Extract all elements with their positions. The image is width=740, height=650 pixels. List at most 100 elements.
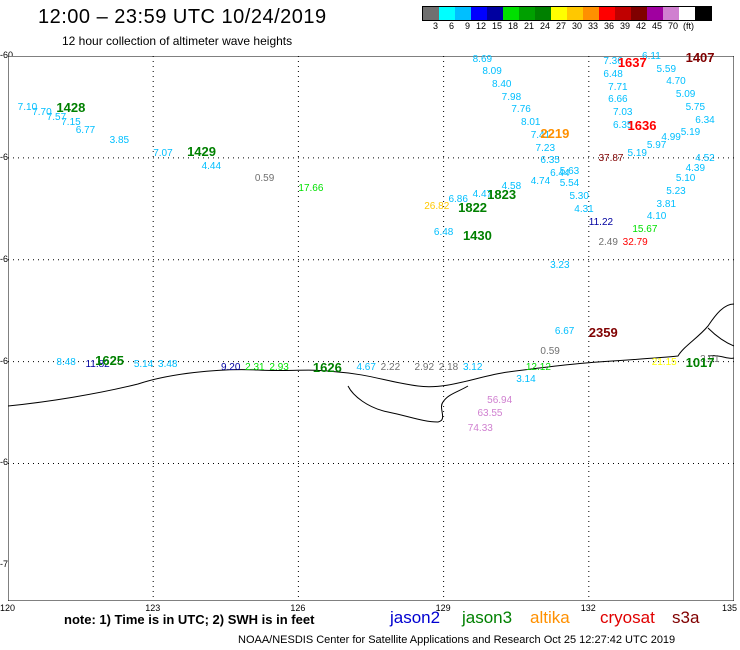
swh-value: 5.75 bbox=[685, 101, 706, 113]
pass-time-label: 1017 bbox=[685, 355, 715, 371]
swh-value: 5.10 bbox=[675, 173, 696, 185]
swh-value: 4.70 bbox=[666, 76, 686, 88]
scale-label: 15 bbox=[491, 21, 502, 31]
color-scale-labels: 3 6 9 12 15 18 21 24 27 30 33 36 39 42 45 70 (ft) bbox=[422, 21, 694, 31]
scale-label: (ft) bbox=[683, 21, 694, 31]
wave-height-map bbox=[8, 56, 734, 601]
scale-swatch bbox=[551, 7, 567, 20]
scale-label: 36 bbox=[603, 21, 614, 31]
latitude-label: -60 bbox=[0, 50, 14, 60]
scale-label: 70 bbox=[667, 21, 678, 31]
pass-time-label: 1430 bbox=[462, 227, 492, 243]
graticule bbox=[8, 56, 734, 601]
swh-value: 8.01 bbox=[521, 117, 541, 129]
longitude-label: 120 bbox=[0, 603, 16, 613]
swh-value: 0.59 bbox=[540, 346, 560, 358]
scale-swatch bbox=[487, 7, 503, 20]
longitude-label: 123 bbox=[145, 603, 161, 613]
swh-value: 3.48 bbox=[158, 359, 178, 371]
map-note: note: 1) Time is in UTC; 2) SWH is in fe… bbox=[64, 612, 315, 627]
scale-swatch bbox=[583, 7, 599, 20]
swh-value: 56.94 bbox=[487, 394, 513, 406]
swh-value: 63.55 bbox=[477, 407, 503, 419]
scale-swatch bbox=[599, 7, 615, 20]
swh-value: 32.79 bbox=[622, 236, 648, 248]
scale-label: 3 bbox=[432, 21, 438, 31]
swh-value: 7.15 bbox=[61, 117, 81, 129]
swh-value: 4.39 bbox=[685, 163, 706, 175]
swh-value: 11.22 bbox=[588, 216, 614, 228]
map-frame bbox=[8, 56, 734, 601]
swh-value: 7.76 bbox=[511, 104, 531, 116]
swh-value: 4.44 bbox=[201, 160, 222, 172]
pass-time-label: 1636 bbox=[627, 118, 657, 134]
swh-value: 37.87 bbox=[598, 152, 624, 164]
legend-item-jason2: jason2 bbox=[390, 608, 441, 627]
swh-value: 6.77 bbox=[75, 124, 96, 136]
swh-value: 8.48 bbox=[56, 356, 76, 368]
swh-value: 3.85 bbox=[109, 135, 130, 147]
swh-value: 2.49 bbox=[598, 236, 618, 248]
scale-label: 33 bbox=[587, 21, 598, 31]
scale-swatch bbox=[471, 7, 487, 20]
swh-value: 8.40 bbox=[492, 79, 512, 90]
latitude-label: -62 bbox=[0, 151, 14, 162]
map-subtitle: 12 hour collection of altimeter wave hei… bbox=[62, 34, 293, 48]
swh-value: 7.57 bbox=[46, 112, 67, 124]
swh-value: 6.35 bbox=[540, 155, 560, 167]
latitude-label: -66 bbox=[0, 355, 14, 366]
swh-value: 4.58 bbox=[501, 180, 522, 192]
swh-value: 17.66 bbox=[298, 183, 324, 195]
swh-value: 4.67 bbox=[356, 361, 376, 373]
pass-time-label: 1429 bbox=[187, 143, 216, 159]
swh-value: 5.63 bbox=[559, 165, 580, 177]
map-title: 12:00 – 23:59 UTC 10/24/2019 bbox=[38, 6, 327, 28]
swh-value: 12.12 bbox=[525, 361, 551, 373]
legend-item-jason3: jason3 bbox=[462, 608, 513, 627]
swh-value: 7.36 bbox=[603, 56, 623, 68]
scale-swatch bbox=[519, 7, 535, 20]
swh-value: 9.20 bbox=[220, 361, 241, 373]
pass-time-label: 2219 bbox=[540, 125, 570, 141]
swh-value: 3.81 bbox=[656, 198, 677, 210]
swh-value: 7.41 bbox=[530, 129, 551, 141]
pass-time-label: 1407 bbox=[685, 49, 715, 65]
latitude-label: -68 bbox=[0, 457, 14, 468]
swh-value: 6.67 bbox=[554, 326, 575, 338]
latitude-label: -70 bbox=[0, 559, 14, 570]
swh-value: 4.99 bbox=[661, 132, 681, 144]
swh-value: 3.12 bbox=[462, 361, 483, 373]
scale-swatch bbox=[535, 7, 551, 20]
swh-value: 4.47 bbox=[472, 188, 493, 200]
swh-value: 3.14 bbox=[516, 374, 536, 386]
scale-label: 12 bbox=[475, 21, 486, 31]
scale-label: 42 bbox=[635, 21, 646, 31]
scale-label: 30 bbox=[571, 21, 582, 31]
swh-value: 8.69 bbox=[472, 53, 493, 65]
legend-item-cryosat: cryosat bbox=[600, 608, 655, 627]
swh-value: 5.59 bbox=[656, 63, 677, 75]
scale-swatch bbox=[615, 7, 631, 20]
swh-value: 4.52 bbox=[695, 152, 715, 164]
legend-item-altika: altika bbox=[530, 608, 570, 627]
swh-value: 6.66 bbox=[608, 94, 628, 106]
longitude-label: 129 bbox=[435, 603, 451, 613]
scale-label: 45 bbox=[651, 21, 662, 31]
pass-time-label: 1822 bbox=[458, 199, 488, 215]
latitude-label: -64 bbox=[0, 253, 14, 264]
scale-label: 27 bbox=[555, 21, 566, 31]
scale-swatch bbox=[663, 7, 679, 20]
swh-value: 3.23 bbox=[550, 259, 570, 271]
swh-value: 74.33 bbox=[467, 422, 493, 434]
swh-value: 4.10 bbox=[646, 211, 667, 223]
swh-value: 21.15 bbox=[651, 356, 677, 368]
scale-swatch bbox=[439, 7, 455, 20]
swh-value: 2.31 bbox=[245, 361, 265, 373]
scale-swatch bbox=[679, 7, 695, 20]
scale-label: 18 bbox=[507, 21, 518, 31]
scale-swatch bbox=[631, 7, 647, 20]
scale-swatch bbox=[423, 7, 439, 20]
swh-value: 6.44 bbox=[550, 168, 570, 180]
swh-value: 7.98 bbox=[501, 91, 522, 103]
pass-time-label: 2359 bbox=[588, 324, 618, 340]
